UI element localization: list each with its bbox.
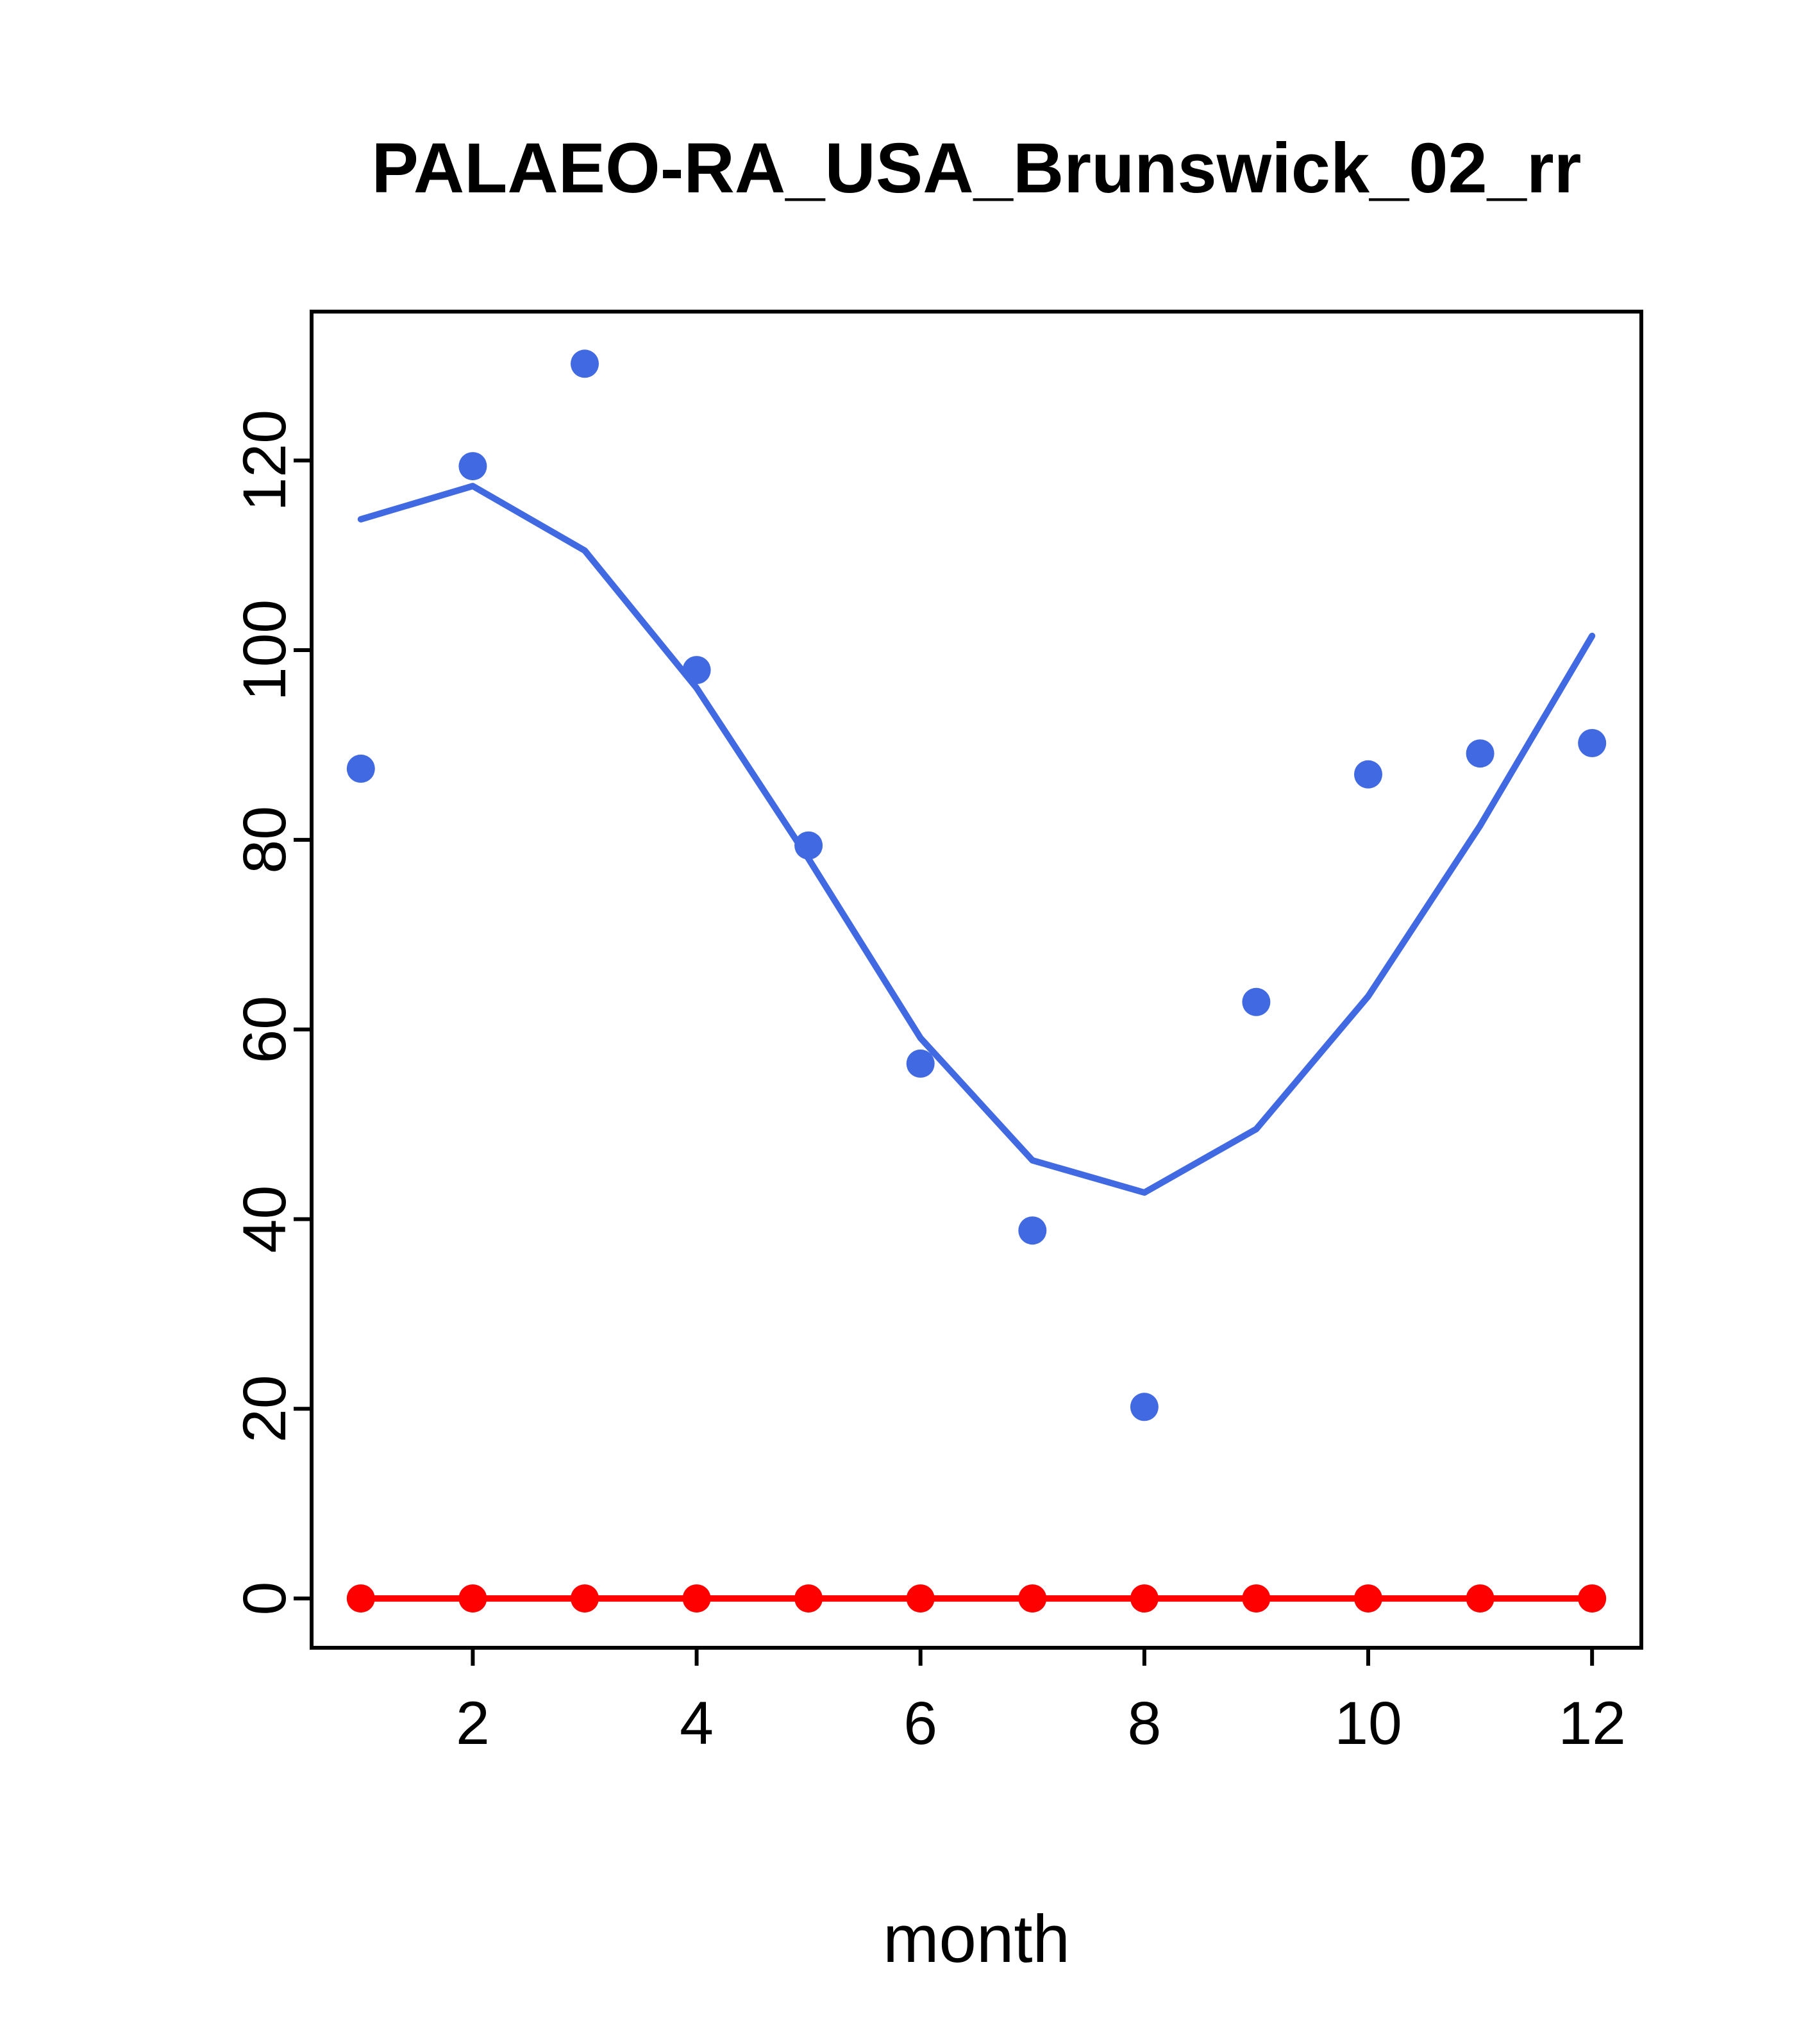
- chart-title: PALAEO-RA_USA_Brunswick_02_rr: [372, 129, 1582, 208]
- y-tick-label: 80: [231, 806, 299, 874]
- observed-points-marker: [1466, 739, 1495, 768]
- plot-frame: [310, 310, 1643, 1650]
- y-tick-label: 20: [231, 1375, 299, 1443]
- x-tick-label: 2: [456, 1689, 490, 1757]
- zero-reference-marker: [1130, 1584, 1159, 1613]
- x-axis-title: month: [883, 1902, 1070, 1977]
- zero-reference-marker: [1018, 1584, 1047, 1613]
- zero-reference-marker: [1466, 1584, 1495, 1613]
- observed-points-marker: [1242, 987, 1271, 1016]
- observed-points-marker: [1578, 729, 1607, 757]
- y-tick-label: 60: [231, 996, 299, 1064]
- x-tick-label: 12: [1558, 1689, 1626, 1757]
- x-tick-label: 4: [680, 1689, 714, 1757]
- x-tick-label: 6: [903, 1689, 937, 1757]
- observed-points-marker: [1018, 1216, 1047, 1245]
- x-tick-label: 8: [1127, 1689, 1161, 1757]
- y-tick-label: 0: [231, 1582, 299, 1616]
- zero-reference-marker: [906, 1584, 935, 1613]
- observed-points-marker: [346, 754, 375, 783]
- zero-reference-marker: [682, 1584, 711, 1613]
- observed-points-marker: [571, 349, 599, 378]
- observed-points-marker: [906, 1049, 935, 1078]
- x-tick-label: 10: [1334, 1689, 1402, 1757]
- zero-reference-marker: [1242, 1584, 1271, 1613]
- observed-points-marker: [1130, 1393, 1159, 1421]
- y-tick-label: 40: [231, 1185, 299, 1253]
- y-tick-label: 100: [231, 599, 299, 701]
- zero-reference-marker: [1578, 1584, 1607, 1613]
- zero-reference-marker: [794, 1584, 823, 1613]
- zero-reference-marker: [346, 1584, 375, 1613]
- zero-reference-marker: [571, 1584, 599, 1613]
- zero-reference-marker: [458, 1584, 487, 1613]
- zero-reference-marker: [1354, 1584, 1382, 1613]
- fitted-line-line: [357, 483, 1596, 1196]
- observed-points-marker: [1354, 760, 1382, 789]
- observed-points-marker: [458, 452, 487, 481]
- y-tick-label: 120: [231, 410, 299, 512]
